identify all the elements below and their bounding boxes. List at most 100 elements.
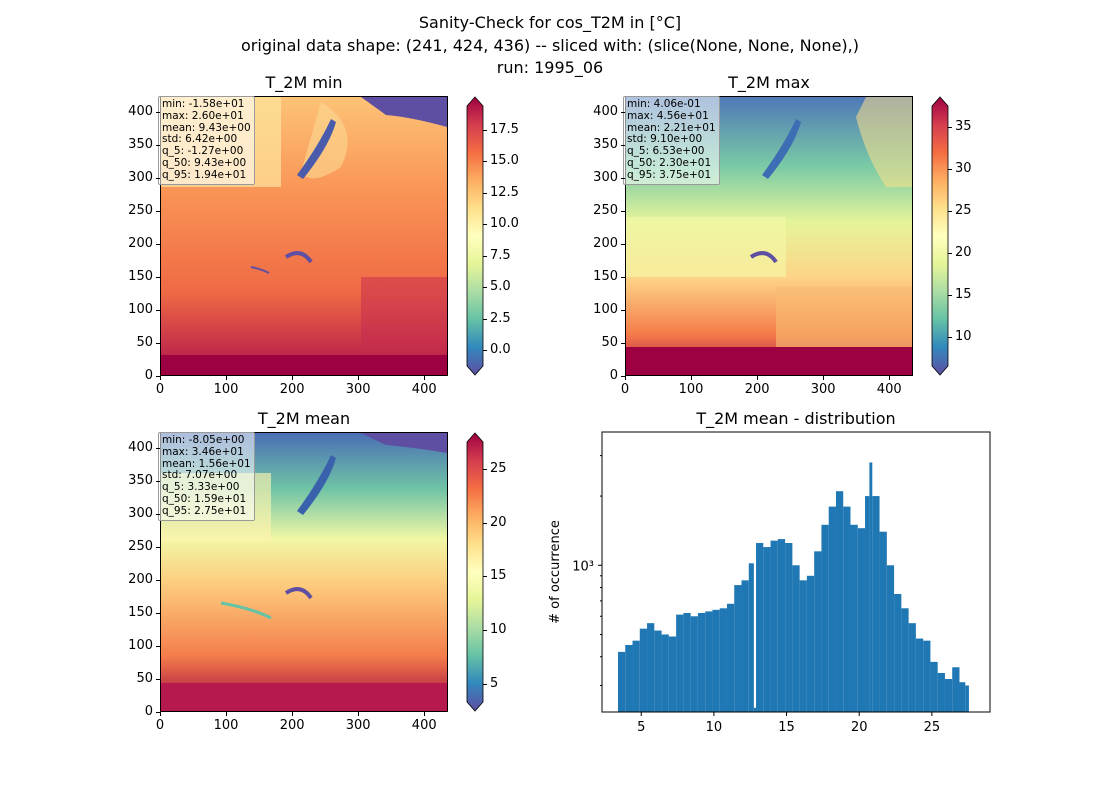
x-tick-mark: [160, 376, 161, 380]
colorbar-tick-mark: [483, 522, 487, 524]
colorbar-tick-label: 12.5: [490, 184, 519, 200]
histogram-bar: [879, 531, 887, 712]
histogram-bar: [683, 613, 691, 712]
y-tick-mark: [156, 111, 160, 113]
colorbar-tick-mark: [483, 129, 487, 131]
x-tick-label: 0: [155, 718, 165, 733]
stat-line: q_5: 6.53e+00: [627, 145, 705, 158]
histogram-bar: [908, 623, 916, 712]
y-tick-mark: [156, 177, 160, 179]
stat-line: max: 4.56e+01: [627, 109, 709, 122]
y-tick-mark: [621, 309, 625, 311]
x-tick-mark: [889, 376, 891, 380]
y-tick-label: 400: [593, 103, 618, 119]
panel-mean-title: T_2M mean: [257, 409, 351, 428]
colorbar-tick-mark: [948, 210, 952, 212]
stat-line: std: 7.07e+00: [162, 469, 238, 482]
histogram-bar: [705, 611, 713, 712]
colorbar-tick-label: 5: [490, 676, 499, 692]
x-tick-label: 300: [810, 382, 836, 397]
colorbar-tick-mark: [483, 192, 487, 194]
x-tick-label: 400: [411, 718, 437, 733]
stat-line: mean: 9.43e+00: [162, 121, 251, 134]
colorbar-gradient: [466, 432, 484, 712]
y-tick-label: 200: [128, 571, 153, 587]
figure-title-line2: original data shape: (241, 424, 436) -- …: [241, 36, 859, 55]
histogram-bar: [828, 506, 836, 712]
y-tick-label: 250: [128, 538, 153, 554]
histogram-bar: [654, 630, 662, 712]
histogram-bar: [923, 640, 931, 712]
y-tick-mark: [156, 513, 160, 515]
histogram-bar: [719, 608, 727, 712]
x-tick-mark: [625, 376, 626, 380]
stat-line: min: 4.06e-01: [627, 98, 701, 110]
colorbar-tick-label: 10: [955, 328, 972, 344]
colorbar-tick-mark: [483, 161, 487, 163]
stat-line: q_5: 3.33e+00: [162, 481, 240, 494]
stat-line: q_50: 9.43e+00: [162, 156, 247, 169]
histogram-bar: [865, 496, 870, 712]
histogram-bar: [741, 580, 749, 712]
x-tick-label: 400: [876, 382, 902, 397]
y-tick-mark: [156, 144, 160, 146]
y-tick-label: 400: [128, 439, 153, 455]
x-tick-mark: [691, 376, 693, 380]
panel-max-title: T_2M max: [728, 73, 810, 92]
y-tick-mark: [156, 546, 160, 548]
y-tick-label: 300: [593, 169, 618, 185]
colorbar-tick-label: 0.0: [490, 342, 511, 358]
histogram-bar: [821, 524, 829, 712]
colorbar-tick-label: 30: [955, 160, 972, 176]
histogram-x-tick-label: 5: [637, 720, 645, 735]
histogram-bar: [712, 609, 720, 712]
histogram-bar: [617, 651, 626, 712]
histogram-bar: [785, 543, 793, 712]
histogram-bar: [726, 603, 735, 712]
x-tick-mark: [757, 376, 759, 380]
stat-line: min: -1.58e+01: [162, 98, 245, 110]
histogram-bar: [668, 636, 677, 712]
colorbar-gradient: [931, 96, 949, 376]
histogram-bar: [965, 685, 969, 712]
y-tick-label: 100: [593, 301, 618, 317]
y-tick-mark: [621, 243, 625, 245]
y-tick-mark: [156, 342, 160, 344]
x-tick-mark: [292, 376, 294, 380]
stat-line: q_95: 3.75e+01: [627, 168, 712, 181]
stat-line: min: -8.05e+00: [162, 434, 245, 446]
y-tick-label: 100: [128, 301, 153, 317]
x-tick-mark: [424, 712, 426, 716]
stat-line: q_50: 2.30e+01: [627, 156, 712, 169]
histogram-bar: [952, 667, 960, 712]
x-tick-label: 100: [213, 718, 239, 733]
histogram-bar: [944, 679, 953, 712]
histogram-bar: [756, 543, 764, 712]
y-tick-label: 0: [144, 704, 153, 719]
y-tick-label: 200: [128, 235, 153, 251]
colorbar-tick-label: 7.5: [490, 247, 511, 263]
histogram-bar: [632, 640, 640, 712]
histogram-bar: [748, 563, 754, 712]
y-tick-mark: [156, 712, 160, 713]
colorbar-tick-mark: [483, 318, 487, 320]
y-tick-label: 350: [128, 472, 153, 488]
histogram-bar: [806, 575, 815, 712]
colorbar-tick-mark: [948, 294, 952, 296]
histogram-bar: [799, 580, 807, 712]
colorbar-tick-label: 10.0: [490, 216, 519, 232]
y-tick-mark: [156, 376, 160, 377]
figure-title-line3: run: 1995_06: [496, 58, 604, 77]
histogram-x-tick-label: 25: [924, 720, 941, 735]
colorbar-tick-label: 10: [490, 622, 507, 638]
histogram-bar: [777, 539, 786, 712]
colorbar-tick-mark: [948, 336, 952, 338]
x-tick-label: 400: [411, 382, 437, 397]
colorbar-tick-label: 25: [955, 202, 972, 218]
y-tick-label: 0: [609, 368, 618, 383]
stat-line: max: 2.60e+01: [162, 109, 244, 122]
x-tick-label: 300: [345, 718, 371, 733]
histogram-y-axis-label: # of occurrence: [548, 520, 563, 624]
colorbar-tick-label: 15: [490, 568, 507, 584]
y-tick-mark: [156, 612, 160, 614]
